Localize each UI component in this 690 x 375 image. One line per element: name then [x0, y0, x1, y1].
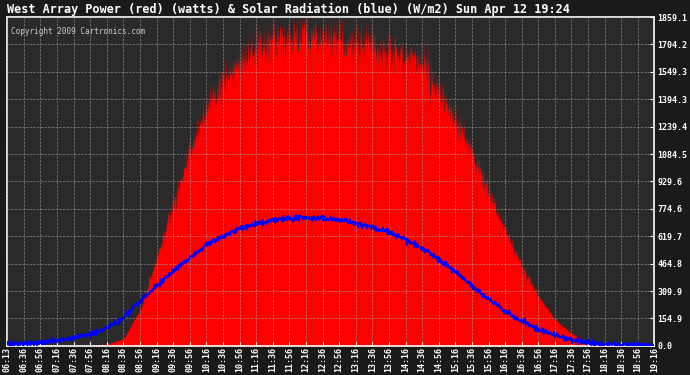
- Text: West Array Power (red) (watts) & Solar Radiation (blue) (W/m2) Sun Apr 12 19:24: West Array Power (red) (watts) & Solar R…: [8, 3, 570, 16]
- Text: Copyright 2009 Cartronics.com: Copyright 2009 Cartronics.com: [10, 27, 145, 36]
